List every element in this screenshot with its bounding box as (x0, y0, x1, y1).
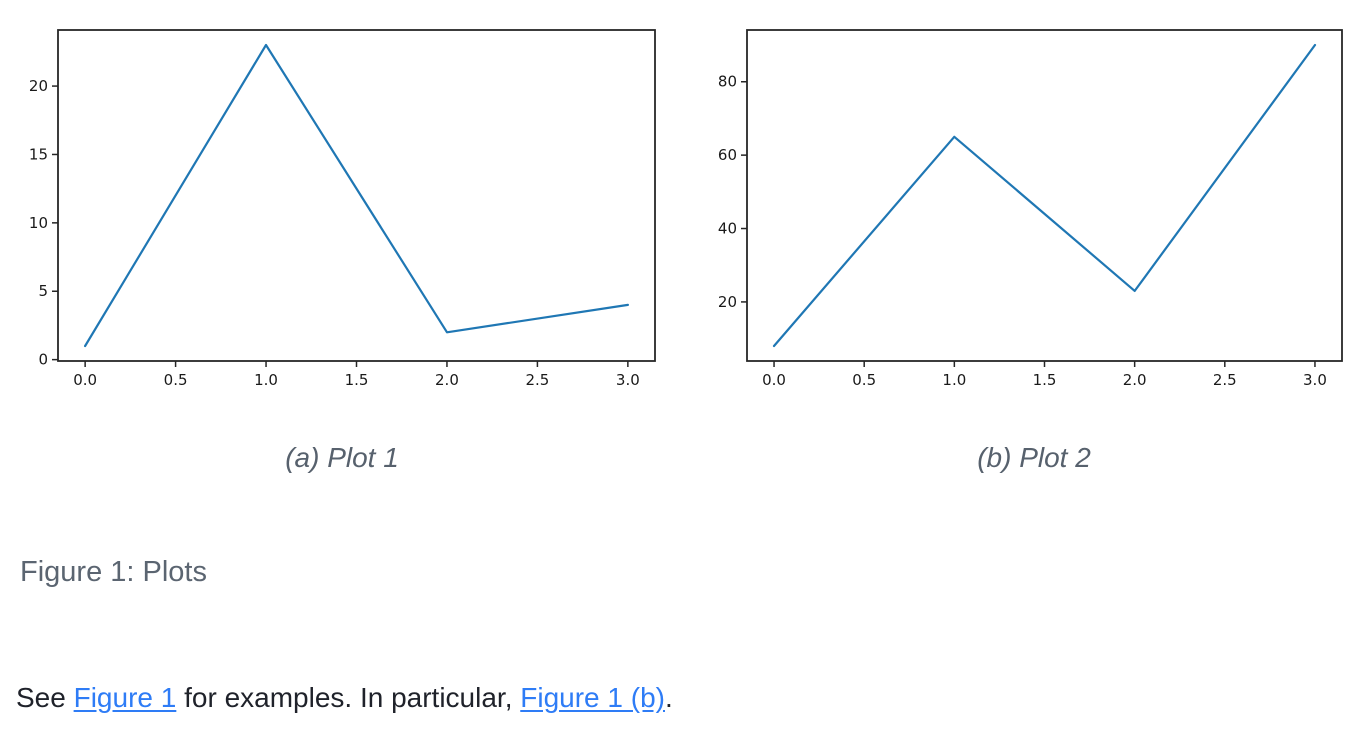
body-paragraph: See Figure 1 for examples. In particular… (16, 678, 673, 717)
x-tick-label: 1.5 (345, 371, 369, 389)
link-figure-1b[interactable]: Figure 1 (b) (520, 682, 665, 713)
axes-frame (746, 29, 1343, 362)
line-series (772, 43, 1317, 348)
y-tick-label: 80 (718, 73, 737, 91)
y-tick-label: 20 (29, 77, 48, 95)
y-tick-label: 20 (718, 293, 737, 311)
x-tick-label: 2.0 (1123, 371, 1147, 389)
text-segment: for examples. In particular, (176, 682, 521, 713)
x-tick-label: 0.5 (164, 371, 188, 389)
x-tick-label: 2.5 (525, 371, 549, 389)
x-tick-label: 2.0 (435, 371, 459, 389)
x-tick-label: 1.5 (1033, 371, 1057, 389)
x-tick-label: 1.0 (254, 371, 278, 389)
line-series (83, 43, 630, 348)
text-segment: . (664, 682, 673, 713)
subfigure-caption-a: (a) Plot 1 (285, 442, 399, 473)
y-tick-label: 60 (718, 146, 737, 164)
line-chart-plot-1: 0.0 0.5 1.0 1.5 2.0 2.5 3.0 0 5 10 15 20 (29, 29, 656, 389)
x-tick-label: 0.5 (852, 371, 876, 389)
y-tick-label: 40 (718, 220, 737, 238)
y-tick-label: 15 (29, 145, 48, 163)
text-segment: See (16, 682, 74, 713)
x-tick-label: 0.0 (762, 371, 786, 389)
y-tick-label: 10 (29, 214, 48, 232)
x-tick-label: 3.0 (1303, 371, 1327, 389)
line-chart-plot-2: 0.0 0.5 1.0 1.5 2.0 2.5 3.0 20 40 60 80 (718, 29, 1343, 389)
y-tick-label: 5 (38, 282, 48, 300)
figure-caption: Figure 1: Plots (20, 556, 207, 588)
x-tick-label: 1.0 (942, 371, 966, 389)
x-tick-label: 3.0 (616, 371, 640, 389)
x-tick-label: 0.0 (73, 371, 97, 389)
link-figure-1[interactable]: Figure 1 (73, 682, 177, 713)
axes-frame (57, 29, 656, 362)
x-tick-label: 2.5 (1213, 371, 1237, 389)
y-tick-label: 0 (38, 351, 48, 369)
subfigure-caption-b: (b) Plot 2 (977, 442, 1091, 473)
